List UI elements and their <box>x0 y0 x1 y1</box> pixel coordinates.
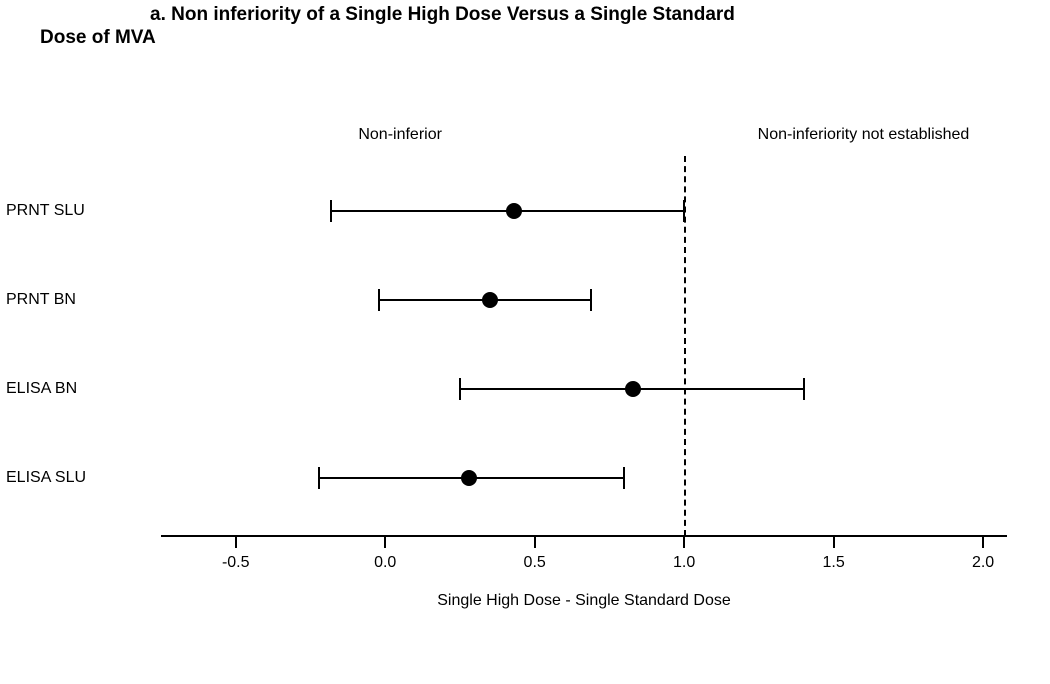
category-label: PRNT BN <box>6 291 76 309</box>
ci-cap-high <box>623 467 625 489</box>
category-label: ELISA BN <box>6 380 77 398</box>
x-axis-tick <box>982 536 984 548</box>
x-axis-line <box>161 535 1007 537</box>
x-axis-tick-label: 1.5 <box>822 554 844 572</box>
x-axis-tick <box>534 536 536 548</box>
ci-cap-low <box>459 378 461 400</box>
chart-title-line1: a. Non inferiority of a Single High Dose… <box>150 4 735 26</box>
x-axis-tick-label: 0.5 <box>524 554 546 572</box>
x-axis-tick <box>235 536 237 548</box>
point-estimate <box>482 292 498 308</box>
region-label-not-established: Non-inferiority not established <box>758 126 970 144</box>
chart-title-line2: Dose of MVA <box>40 27 156 49</box>
x-axis-tick <box>384 536 386 548</box>
x-axis-tick <box>683 536 685 548</box>
x-axis-tick <box>833 536 835 548</box>
forest-plot: -0.50.00.51.01.52.0Single High Dose - Si… <box>161 118 1007 536</box>
ci-cap-high <box>590 289 592 311</box>
x-axis-label: Single High Dose - Single Standard Dose <box>437 592 731 610</box>
point-estimate <box>461 470 477 486</box>
x-axis-tick-label: 1.0 <box>673 554 695 572</box>
category-label: ELISA SLU <box>6 469 86 487</box>
point-estimate <box>625 381 641 397</box>
x-axis-tick-label: 2.0 <box>972 554 994 572</box>
category-label: PRNT SLU <box>6 202 85 220</box>
ci-cap-low <box>330 200 332 222</box>
ci-cap-high <box>683 200 685 222</box>
ci-cap-low <box>378 289 380 311</box>
point-estimate <box>506 203 522 219</box>
region-label-noninferior: Non-inferior <box>358 126 442 144</box>
ci-cap-low <box>318 467 320 489</box>
x-axis-tick-label: -0.5 <box>222 554 250 572</box>
x-axis-tick-label: 0.0 <box>374 554 396 572</box>
ci-cap-high <box>803 378 805 400</box>
